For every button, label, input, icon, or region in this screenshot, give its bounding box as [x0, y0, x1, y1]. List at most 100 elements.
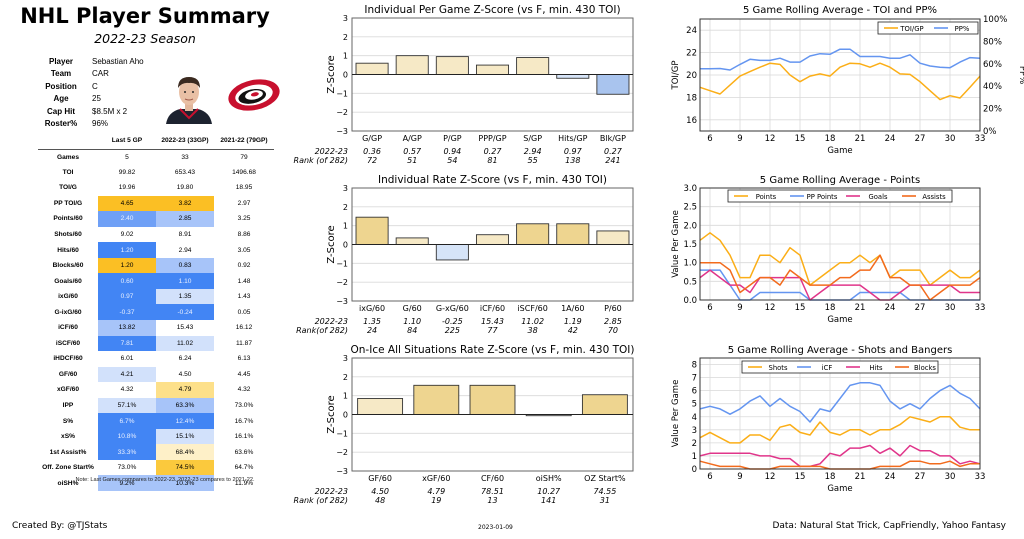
row-label: iSCF/60 [55, 339, 81, 347]
y2-tick-label: 60% [983, 60, 1002, 70]
y-tick-label: −2 [336, 108, 348, 117]
x-tick-label: 30 [945, 472, 956, 482]
x-tick-label: 21 [855, 134, 866, 144]
legend-box [741, 360, 939, 374]
rank-label: 141 [541, 496, 556, 505]
y-tick-label: 1 [343, 392, 348, 401]
stat-cell: 16.1% [234, 433, 254, 441]
rank-label: 70 [608, 326, 618, 335]
player-info-label: Cap Hit [47, 106, 75, 116]
player-info-label: Roster% [44, 119, 78, 129]
season-value-label: 78.51 [481, 487, 504, 496]
season-value-label: 2.94 [524, 147, 542, 156]
bar [395, 55, 429, 75]
season-value-label: 0.27 [484, 147, 503, 156]
player-info-row: Cap Hit $8.5M x 2 [30, 105, 190, 118]
rank-label: 13 [487, 496, 497, 505]
y-tick-label: 0 [343, 71, 348, 80]
row-label: xGF/60 [57, 386, 79, 394]
y-axis-label: Z-Score [326, 225, 337, 263]
y-tick-label: 1 [692, 452, 697, 462]
y-tick-label: 7 [692, 374, 697, 384]
row-label-rank: Rank (of 282) [294, 496, 348, 505]
x-tick-label: 1A/60 [561, 304, 584, 313]
table-row: xS% 10.8% 15.1% 16.1% [38, 428, 274, 445]
player-info-value: CAR [92, 69, 109, 79]
x-tick-label: 33 [975, 134, 986, 144]
bar [475, 64, 510, 75]
rank-label: 77 [487, 326, 498, 335]
stat-cell: 19.80 [176, 184, 194, 192]
y-tick-label: 0 [343, 411, 348, 420]
team-logo-icon [228, 79, 280, 111]
x-tick-label: 6 [707, 472, 712, 482]
row-label: Hits/60 [57, 246, 79, 254]
y-tick-label: 18 [686, 93, 697, 103]
page-title: NHL Player Summary [20, 4, 270, 28]
rank-label: 225 [445, 326, 460, 335]
y-tick-label: 1.0 [683, 259, 697, 269]
y-tick-label: 16 [686, 116, 697, 126]
table-row: 1st Assist% 33.3% 68.4% 63.6% [38, 444, 274, 460]
y-tick-label: 1 [343, 222, 348, 231]
row-label: IPP [62, 402, 74, 410]
stat-cell: 68.4% [156, 444, 214, 460]
stat-cell: 0.83 [156, 257, 214, 274]
player-info-value: C [92, 81, 98, 91]
season-value-label: 74.55 [593, 487, 616, 496]
column-header: Last 5 GP [98, 133, 156, 150]
stat-cell: 11.87 [235, 339, 252, 347]
shots-bangers-rolling-chart: 5 Game Rolling Average - Shots and Bange… [671, 345, 985, 494]
x-tick-label: 24 [885, 303, 896, 313]
season-value-label: 0.94 [443, 147, 461, 156]
row-label: GF/60 [58, 370, 78, 378]
x-tick-label: G/GP [362, 134, 382, 143]
rank-label: 24 [367, 326, 377, 335]
toi-pp-rolling-chart: 5 Game Rolling Average - TOI and PP% 6 9 12… [671, 5, 1024, 156]
season-value-label: -0.25 [442, 317, 463, 326]
stat-cell: 653.43 [174, 168, 196, 176]
bar [596, 74, 630, 95]
series-line-pp- [700, 48, 981, 71]
x-tick-label: 9 [737, 134, 742, 144]
stat-cell: 63.3% [156, 397, 214, 414]
stat-cell: 79 [240, 153, 248, 161]
row-label-rank: Rank(of 282) [296, 326, 348, 335]
x-tick-label: 9 [737, 472, 742, 482]
y-tick-label: 3 [692, 426, 697, 436]
legend-label: Shots [769, 364, 788, 372]
x-tick-label: 6 [707, 134, 712, 144]
stat-cell: 1.43 [237, 293, 251, 301]
bar [516, 223, 550, 245]
y-axis-label: Z-Score [326, 395, 337, 433]
x-tick-label: 15 [795, 472, 806, 482]
season-value-label: 4.79 [427, 487, 445, 496]
row-label: Shots/60 [54, 231, 82, 238]
stat-cell: 8.91 [178, 231, 192, 238]
stat-cell: 7.81 [98, 335, 156, 352]
table-row: Off. Zone Start% 73.0% 74.5% 64.7% [38, 459, 274, 476]
rank-label: 241 [605, 156, 620, 165]
x-tick-label: CF/60 [481, 474, 504, 483]
stat-cell: 4.45 [237, 370, 251, 378]
rate-zscore-chart: Individual Rate Z-Score (vs F, min. 430 … [296, 174, 634, 335]
x-tick-label: 21 [855, 472, 866, 482]
x-tick-label: iSCF/60 [517, 304, 547, 313]
bar [395, 237, 429, 245]
bar [581, 394, 628, 415]
table-row: xGF/60 4.32 4.79 4.32 [38, 382, 274, 398]
series-line-shots [699, 416, 980, 444]
bar [413, 384, 460, 415]
stat-cell: 9.02 [120, 231, 134, 238]
y2-tick-label: 0% [983, 127, 997, 137]
player-info-row: Position C [30, 80, 190, 93]
stat-cell: 8.86 [237, 231, 251, 238]
bar [556, 74, 590, 79]
player-info-value: 96% [92, 119, 109, 129]
column-header [38, 133, 98, 150]
legend: TOI/GP PP% [877, 21, 979, 35]
x-axis-label: Game [827, 146, 852, 156]
row-label: PP TOI/G [53, 199, 83, 207]
legend-label: PP Points [807, 193, 838, 201]
player-headshot-image [160, 68, 218, 124]
